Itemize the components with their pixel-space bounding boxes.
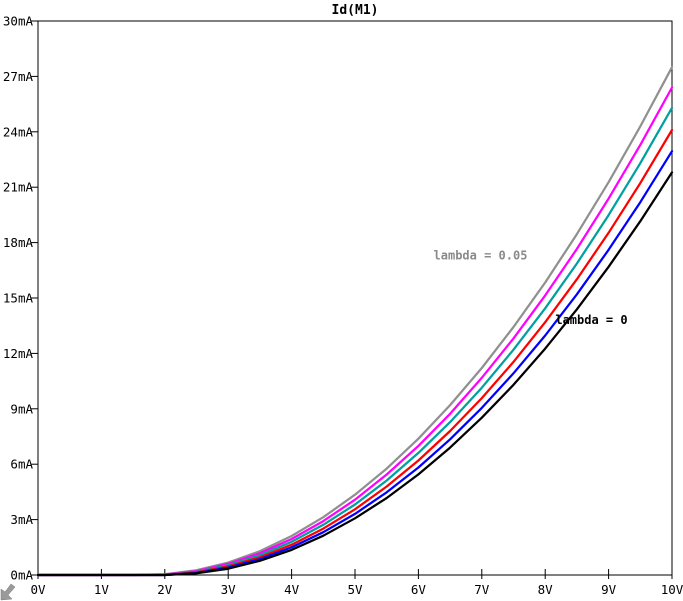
y-axis-tick-label: 21mA	[3, 180, 34, 195]
plot-border	[37, 20, 673, 576]
y-axis-tick-label: 27mA	[3, 69, 34, 84]
x-axis-tick-label: 8V	[538, 582, 554, 597]
annotation-label: lambda = 0	[555, 313, 627, 327]
y-axis-tick-label: 24mA	[3, 124, 34, 139]
y-axis-tick-label: 18mA	[3, 235, 34, 250]
x-axis-tick-label: 0V	[30, 582, 46, 597]
x-axis-tick-label: 10V	[661, 582, 683, 597]
curve-lambda-0[interactable]	[36, 171, 674, 577]
y-axis-tick-label: 12mA	[3, 346, 34, 361]
x-axis-tick-label: 4V	[284, 582, 300, 597]
x-axis-tick-label: 9V	[601, 582, 617, 597]
x-axis-tick-label: 3V	[221, 582, 237, 597]
x-axis-tick-label: 1V	[94, 582, 110, 597]
x-axis-tick-label: 5V	[347, 582, 363, 597]
x-axis-tick-label: 7V	[474, 582, 490, 597]
curve-lambda-0.03[interactable]	[36, 106, 674, 577]
y-axis-tick-label: 0mA	[10, 568, 33, 583]
y-axis-tick-label: 30mA	[3, 14, 34, 29]
plot-title[interactable]: Id(M1)	[331, 3, 379, 18]
curve-lambda-0.04[interactable]	[36, 86, 674, 577]
x-axis-tick-label: 6V	[411, 582, 427, 597]
curve-lambda-0.02[interactable]	[36, 128, 674, 577]
annotation-label: lambda = 0.05	[434, 249, 528, 263]
x-axis-tick-label: 2V	[157, 582, 173, 597]
y-axis-tick-label: 15mA	[3, 291, 34, 306]
y-axis-tick-label: 3mA	[10, 512, 33, 527]
mouse-cursor-icon	[0, 583, 16, 601]
y-axis-tick-label: 6mA	[10, 457, 33, 472]
y-axis-tick-label: 9mA	[10, 401, 33, 416]
curve-lambda-0.01[interactable]	[36, 150, 674, 577]
